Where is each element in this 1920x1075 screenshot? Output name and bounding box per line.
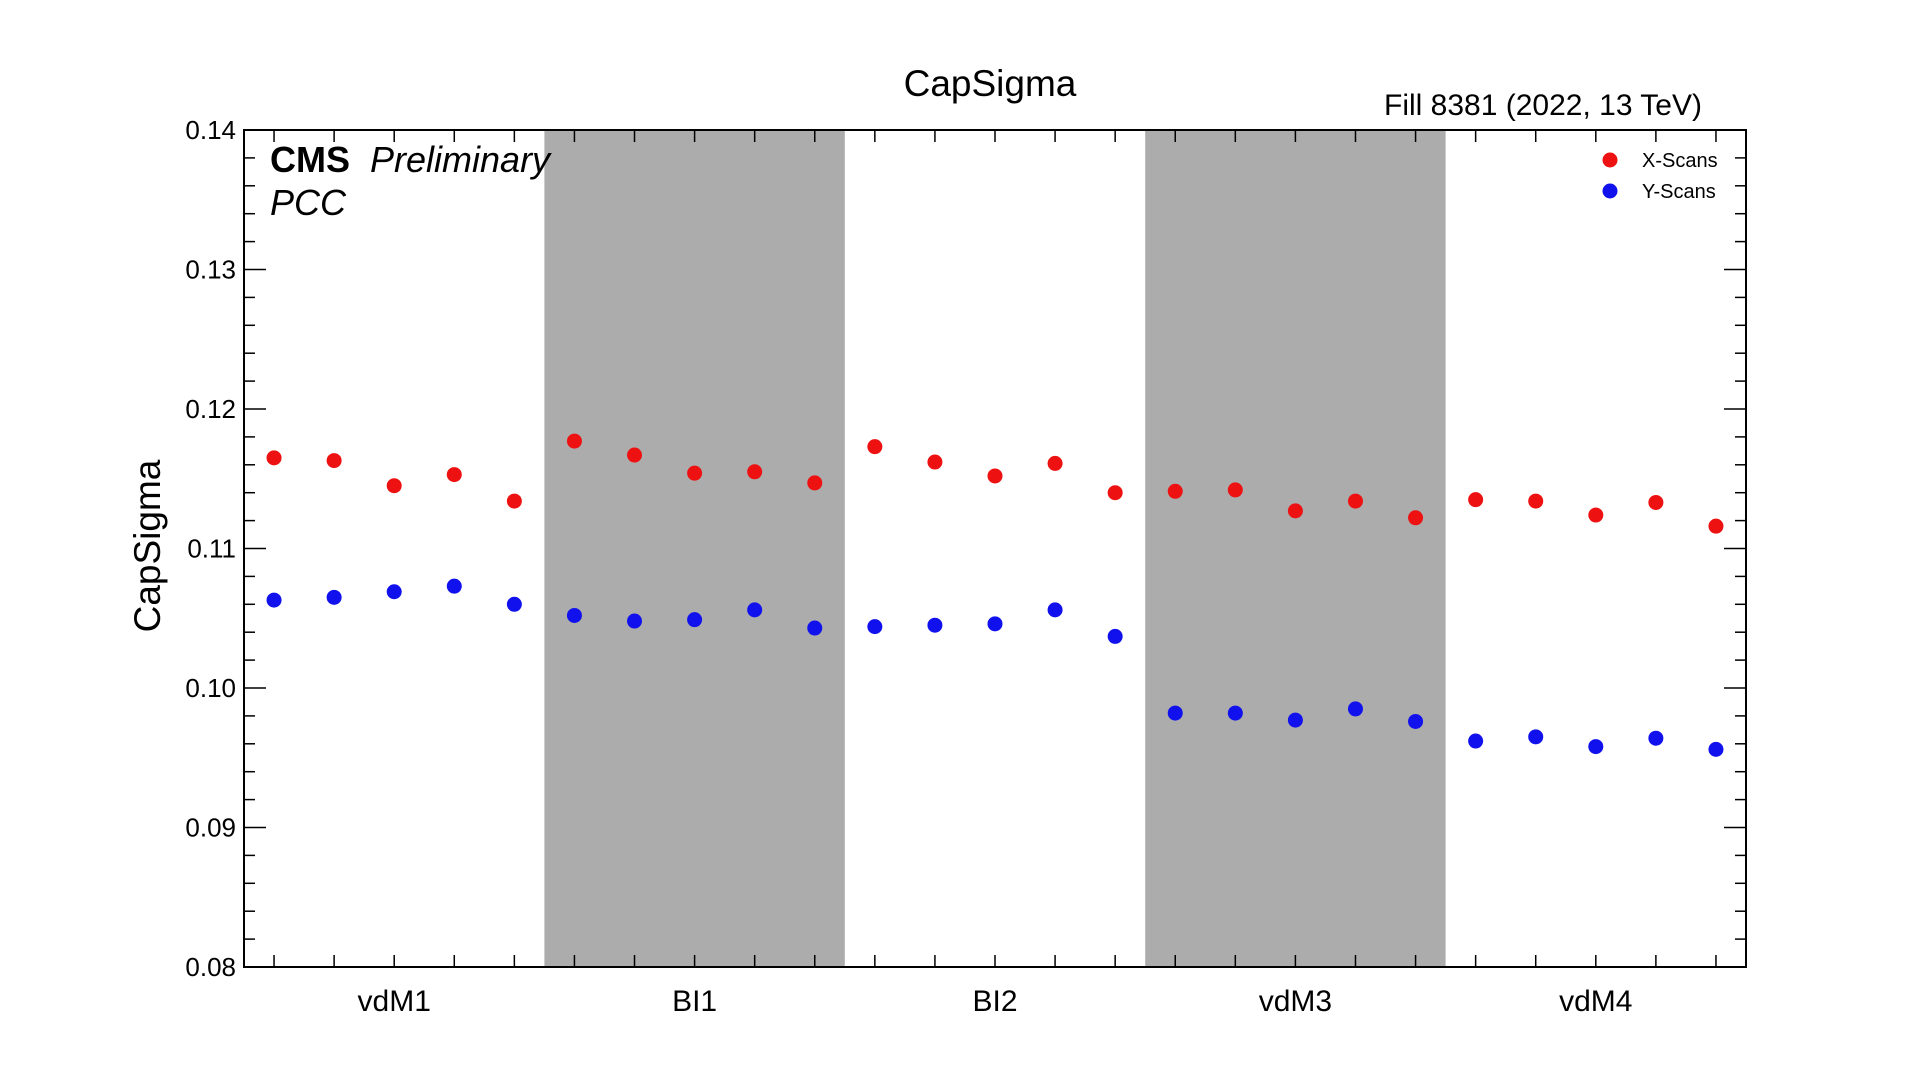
point-y-scans xyxy=(987,616,1003,632)
x-category-label-vdm4: vdM4 xyxy=(1559,985,1632,1018)
point-y-scans xyxy=(1468,733,1484,749)
point-x-scans xyxy=(1408,510,1424,526)
plot-frame xyxy=(243,129,1747,968)
y-tick-label: 0.13 xyxy=(185,255,236,285)
point-y-scans xyxy=(266,592,282,608)
point-y-scans xyxy=(1347,701,1363,717)
point-x-scans xyxy=(1287,503,1303,519)
point-x-scans xyxy=(1227,482,1243,498)
point-y-scans xyxy=(687,612,703,628)
point-x-scans xyxy=(386,478,402,494)
x-category-label-bi1: BI1 xyxy=(672,985,717,1018)
point-x-scans xyxy=(1588,507,1604,523)
point-x-scans xyxy=(1468,492,1484,508)
point-x-scans xyxy=(867,439,883,455)
chart-title: CapSigma xyxy=(904,63,1077,104)
legend: X-Scans Y-Scans xyxy=(1602,150,1718,203)
point-y-scans xyxy=(867,619,883,635)
point-y-scans xyxy=(1588,739,1604,755)
cms-experiment-text: CMS xyxy=(270,139,350,180)
point-y-scans xyxy=(326,589,342,605)
point-y-scans xyxy=(386,584,402,600)
point-y-scans xyxy=(1167,705,1183,721)
point-x-scans xyxy=(1107,485,1123,501)
cms-label: CMS Preliminary xyxy=(270,139,552,180)
y-tick-label: 0.11 xyxy=(187,534,236,564)
point-x-scans xyxy=(1648,494,1664,510)
point-x-scans xyxy=(266,450,282,466)
legend-marker-x-scans xyxy=(1602,152,1618,168)
point-x-scans xyxy=(807,475,823,491)
point-y-scans xyxy=(807,620,823,636)
point-y-scans xyxy=(1287,712,1303,728)
point-x-scans xyxy=(446,467,462,483)
y-tick-label: 0.10 xyxy=(185,673,236,703)
preliminary-text: Preliminary xyxy=(370,139,552,180)
y-tick-label: 0.09 xyxy=(185,813,236,843)
point-y-scans xyxy=(1648,730,1664,746)
legend-label-y-scans: Y-Scans xyxy=(1642,181,1716,203)
point-x-scans xyxy=(687,465,703,481)
point-x-scans xyxy=(627,447,643,463)
axis-ticks xyxy=(244,129,1746,968)
point-x-scans xyxy=(1708,518,1724,534)
legend-marker-y-scans xyxy=(1602,183,1618,199)
point-x-scans xyxy=(1347,493,1363,509)
point-x-scans xyxy=(987,468,1003,484)
x-category-label-vdm3: vdM3 xyxy=(1259,985,1332,1018)
y-tick-label: 0.08 xyxy=(185,952,236,982)
point-y-scans xyxy=(1408,713,1424,729)
point-y-scans xyxy=(446,578,462,594)
shaded-region-bi1 xyxy=(544,130,845,967)
point-y-scans xyxy=(747,602,763,618)
point-y-scans xyxy=(1708,741,1724,757)
y-tick-label: 0.12 xyxy=(185,394,236,424)
point-x-scans xyxy=(566,433,582,449)
point-x-scans xyxy=(1167,483,1183,499)
data-points xyxy=(266,433,1724,757)
point-y-scans xyxy=(1107,628,1123,644)
x-category-label-vdm1: vdM1 xyxy=(358,985,431,1018)
point-y-scans xyxy=(566,607,582,623)
point-x-scans xyxy=(1528,493,1544,509)
y-axis-label: CapSigma xyxy=(127,459,168,632)
shaded-regions xyxy=(544,130,1446,967)
x-category-labels: vdM1 BI1 BI2 vdM3 vdM4 xyxy=(358,985,1633,1018)
point-y-scans xyxy=(1528,729,1544,745)
point-x-scans xyxy=(747,464,763,480)
point-y-scans xyxy=(627,613,643,629)
x-category-label-bi2: BI2 xyxy=(972,985,1017,1018)
point-y-scans xyxy=(1227,705,1243,721)
detector-label: PCC xyxy=(270,182,347,223)
point-y-scans xyxy=(506,596,522,612)
point-y-scans xyxy=(1047,602,1063,618)
point-x-scans xyxy=(1047,455,1063,471)
point-x-scans xyxy=(927,454,943,470)
shaded-region-vdm3 xyxy=(1145,130,1446,967)
legend-label-x-scans: X-Scans xyxy=(1642,150,1718,172)
point-y-scans xyxy=(927,617,943,633)
fill-info-label: Fill 8381 (2022, 13 TeV) xyxy=(1384,89,1702,122)
point-x-scans xyxy=(506,493,522,509)
y-tick-labels: 0.08 0.09 0.10 0.11 0.12 0.13 0.14 xyxy=(185,115,236,982)
point-x-scans xyxy=(326,453,342,469)
y-tick-label: 0.14 xyxy=(185,115,236,145)
